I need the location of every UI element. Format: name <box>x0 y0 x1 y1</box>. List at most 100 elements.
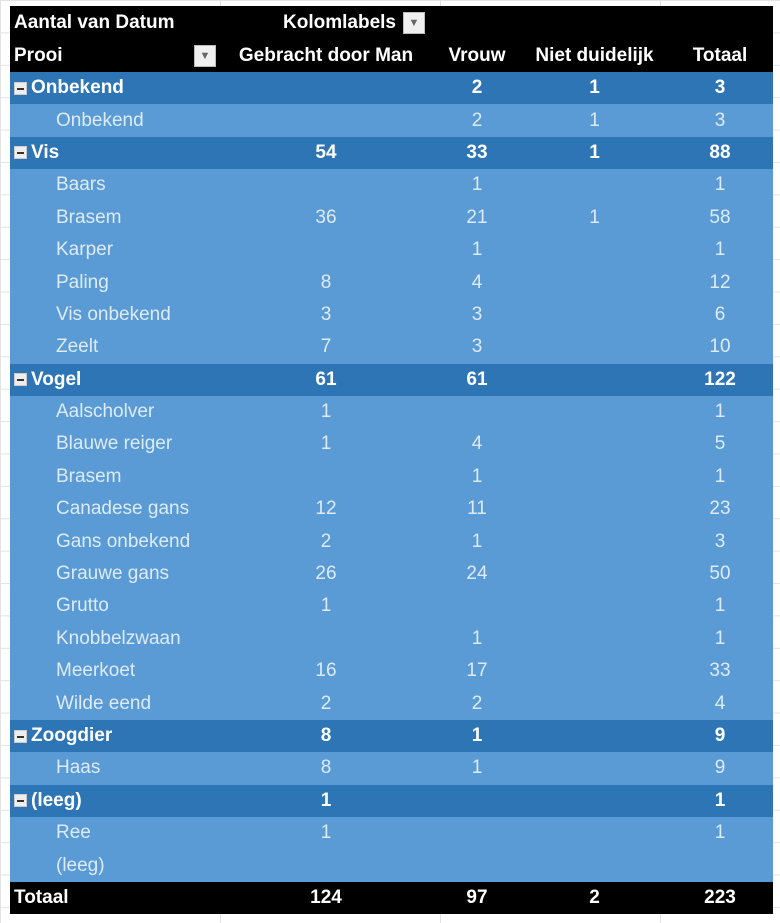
cell: 1 <box>714 627 726 649</box>
item-row[interactable]: Grauwe gans 26 24 50 <box>10 557 773 591</box>
row-label: (leeg) <box>56 854 105 876</box>
item-row[interactable]: Brasem 1 1 <box>10 460 773 494</box>
cell: 17 <box>466 660 488 682</box>
item-row[interactable]: Canadese gans 12 11 23 <box>10 493 773 526</box>
item-row[interactable]: Ree 1 1 <box>10 816 773 850</box>
cell: 2 <box>320 692 332 714</box>
collapse-minus-icon[interactable] <box>14 729 27 743</box>
item-row[interactable]: Zeelt 7 3 10 <box>10 331 773 364</box>
cell: 3 <box>471 336 483 358</box>
item-row[interactable]: Vis onbekend 3 3 6 <box>10 298 773 332</box>
item-row[interactable]: Knobbelzwaan 1 1 <box>10 622 773 656</box>
cell: 1 <box>471 725 483 746</box>
row-label: Vis <box>31 141 60 163</box>
collapse-minus-icon[interactable] <box>14 373 27 387</box>
row-label-cell: Zoogdier <box>10 725 220 747</box>
group-row[interactable]: (leeg) 1 1 <box>10 784 773 817</box>
row-label-cell: Grutto <box>10 595 220 617</box>
collapse-minus-icon[interactable] <box>14 81 27 95</box>
row-label: Baars <box>56 174 106 196</box>
item-row[interactable]: Aalscholver 1 1 <box>10 395 773 429</box>
cell: 1 <box>320 401 332 423</box>
row-label-cell: Blauwe reiger <box>10 433 220 455</box>
cell: 8 <box>320 271 332 293</box>
cell: 2 <box>471 109 483 131</box>
cell: 3 <box>320 303 332 325</box>
row-label: Onbekend <box>31 77 124 99</box>
cell: 3 <box>471 303 483 325</box>
grand-total-label: Totaal <box>14 886 69 908</box>
item-row[interactable]: Karper 1 1 <box>10 233 773 267</box>
cell: 3 <box>714 77 726 99</box>
cell: 16 <box>315 660 337 682</box>
item-row[interactable]: Gans onbekend 2 1 3 <box>10 525 773 558</box>
row-label-cell: Wilde eend <box>10 693 220 715</box>
row-label: Gans onbekend <box>56 530 191 552</box>
row-label-cell: Onbekend <box>10 110 220 132</box>
row-label-cell: Vis onbekend <box>10 304 220 326</box>
cell: 24 <box>466 563 488 585</box>
cell: 10 <box>709 336 731 358</box>
row-label: Paling <box>56 271 109 293</box>
row-label-cell: Gans onbekend <box>10 531 220 553</box>
cell: 33 <box>709 660 731 682</box>
cell: 9 <box>714 757 726 779</box>
item-row[interactable]: Grutto 1 1 <box>10 590 773 623</box>
item-row[interactable]: Onbekend 2 1 3 <box>10 104 773 137</box>
cell: 5 <box>714 433 726 455</box>
item-row[interactable]: Brasem 36 21 1 58 <box>10 201 773 234</box>
row-label-cell: Paling <box>10 272 220 294</box>
row-label: Onbekend <box>56 109 144 131</box>
row-label: Vis onbekend <box>56 303 171 325</box>
cell: 8 <box>320 725 332 746</box>
cell: 1 <box>714 174 726 196</box>
item-row[interactable]: Meerkoet 16 17 33 <box>10 655 773 688</box>
column-labels-header[interactable]: Kolomlabels <box>220 12 432 34</box>
row-label: Karper <box>56 239 114 261</box>
cell: 1 <box>714 789 726 811</box>
cell: 1 <box>714 239 726 261</box>
pivot-header-row-1: Aantal van Datum Kolomlabels ▼ <box>10 6 773 39</box>
row-label: Zeelt <box>56 336 99 358</box>
item-row[interactable]: (leeg) <box>10 849 773 882</box>
cell: 1 <box>471 757 483 779</box>
row-label: Wilde eend <box>56 692 152 714</box>
row-label: Brasem <box>56 206 122 228</box>
row-label-cell: Brasem <box>10 466 220 488</box>
row-label: Haas <box>56 757 101 779</box>
cell: 1 <box>714 822 726 844</box>
cell: 124 <box>310 886 342 908</box>
group-row[interactable]: Onbekend 2 1 3 <box>10 72 773 105</box>
cell: 6 <box>714 303 726 325</box>
cell: 50 <box>709 563 731 585</box>
grand-total-row: Totaal 124 97 2 223 <box>10 881 773 915</box>
cell: 1 <box>589 77 600 99</box>
cell: 21 <box>466 206 488 228</box>
group-row[interactable]: Vogel 61 61 122 <box>10 363 773 396</box>
cell: 54 <box>315 141 337 163</box>
collapse-minus-icon[interactable] <box>14 794 27 808</box>
item-row[interactable]: Wilde eend 2 2 4 <box>10 687 773 720</box>
row-label: Aalscholver <box>56 401 155 423</box>
value-field-label: Aantal van Datum <box>14 11 175 33</box>
column-filter-dropdown-icon[interactable]: ▼ <box>403 12 425 34</box>
collapse-minus-icon[interactable] <box>14 146 27 160</box>
item-row[interactable]: Baars 1 1 <box>10 169 773 202</box>
row-label-cell: Baars <box>10 174 220 196</box>
cell: 4 <box>714 692 726 714</box>
item-row[interactable]: Paling 8 4 12 <box>10 266 773 299</box>
col-header-vrouw: Vrouw <box>448 44 506 66</box>
cell: 1 <box>471 239 483 261</box>
group-row[interactable]: Vis 54 33 1 88 <box>10 136 773 170</box>
row-field-label: Prooi <box>14 44 63 66</box>
column-labels-text: Kolomlabels <box>283 11 396 33</box>
row-filter-dropdown-icon[interactable]: ▼ <box>194 45 216 67</box>
row-label: Ree <box>56 822 91 844</box>
item-row[interactable]: Blauwe reiger 1 4 5 <box>10 428 773 461</box>
cell: 11 <box>467 498 487 520</box>
cell: 2 <box>471 692 483 714</box>
cell: 223 <box>704 886 736 908</box>
item-row[interactable]: Haas 8 1 9 <box>10 752 773 785</box>
cell: 7 <box>320 336 332 358</box>
group-row[interactable]: Zoogdier 8 1 9 <box>10 719 773 753</box>
